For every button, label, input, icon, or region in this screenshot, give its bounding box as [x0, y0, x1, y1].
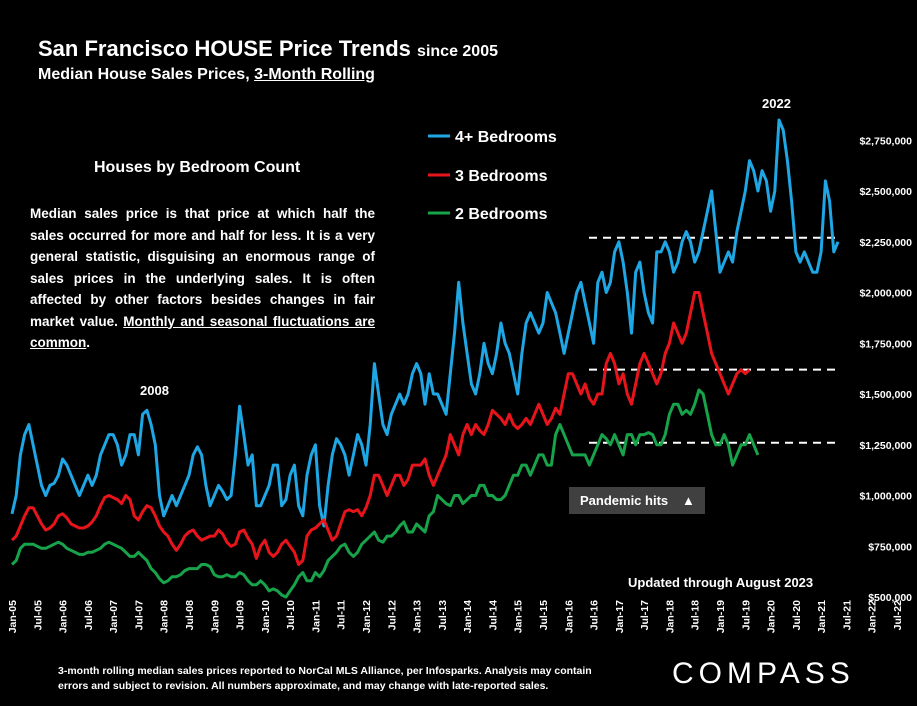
y-tick-label: $750,000 [868, 541, 912, 553]
x-tick-label: Jul-05 [32, 600, 44, 631]
x-tick-label: Jan-19 [715, 600, 727, 633]
subtitle-prefix: Median House Sales Prices, [38, 66, 255, 83]
x-tick-label: Jul-08 [184, 600, 196, 631]
legend: 4+ Bedrooms 3 Bedrooms 2 Bedrooms [428, 129, 557, 223]
x-tick-label: Jan-15 [513, 600, 525, 633]
x-tick-label: Jan-16 [563, 600, 575, 633]
x-tick-label: Jul-06 [83, 600, 95, 631]
y-axis: $500,000 $750,000 $1,000,000 $1,250,000 $1,5… [859, 135, 912, 604]
title-main: San Francisco HOUSE Price Trends [38, 36, 411, 61]
textbox-body-main: Median sales price is that price at whic… [30, 206, 375, 329]
y-tick-label: $1,500,000 [859, 389, 912, 401]
x-tick-label: Jul-22 [892, 600, 904, 631]
textbox-body: Median sales price is that price at whic… [30, 203, 375, 354]
x-tick-label: Jan-08 [159, 600, 171, 633]
y-tick-label: $2,250,000 [859, 237, 912, 249]
footer-line-2: errors and subject to revision. All numb… [58, 680, 549, 692]
footer-line-1: 3-month rolling median sales prices repo… [58, 665, 592, 677]
x-tick-label: Jul-14 [487, 600, 499, 631]
x-tick-label: Jul-17 [639, 600, 651, 631]
x-tick-label: Jan-07 [108, 600, 120, 633]
pandemic-box [569, 487, 705, 514]
textbox-heading: Houses by Bedroom Count [94, 159, 301, 176]
title-suffix: since 2005 [417, 43, 498, 60]
annotation-updated: Updated through August 2023 [628, 575, 813, 590]
textbox-body-underlined: Monthly and seasonal fluctuations are co… [30, 313, 375, 351]
textbox-body-end: . [86, 335, 91, 350]
x-tick-label: Jan-11 [310, 600, 322, 633]
y-tick-label: $500,000 [868, 592, 912, 604]
annotation-pandemic: Pandemic hits [580, 493, 668, 508]
subtitle-underlined: 3-Month Rolling [254, 66, 375, 83]
x-tick-label: Jul-15 [538, 600, 550, 631]
x-tick-label: Jul-09 [235, 600, 247, 631]
x-tick-label: Jan-18 [664, 600, 676, 633]
y-tick-label: $1,250,000 [859, 440, 912, 452]
x-tick-label: Jul-21 [841, 600, 853, 631]
y-tick-label: $1,000,000 [859, 491, 912, 503]
footer-note: 3-month rolling median sales prices repo… [58, 664, 592, 694]
x-tick-label: Jan-09 [209, 600, 221, 633]
x-tick-label: Jan-13 [412, 600, 424, 633]
x-tick-label: Jan-05 [7, 600, 19, 633]
x-tick-label: Jul-13 [437, 600, 449, 631]
series-lines [10, 118, 840, 599]
x-tick-label: Jul-12 [386, 600, 398, 631]
legend-label-2: 2 Bedrooms [455, 206, 548, 223]
x-tick-label: Jan-14 [462, 600, 474, 633]
y-tick-label: $1,750,000 [859, 338, 912, 350]
annotation-pandemic-arrow: ▲ [682, 493, 695, 508]
x-tick-label: Jul-20 [791, 600, 803, 631]
x-tick-label: Jan-17 [614, 600, 626, 633]
x-tick-label: Jul-07 [133, 600, 145, 631]
compass-logo: COMPASS [672, 657, 855, 690]
x-axis: Jan-05 Jul-05 Jan-06 Jul-06 Jan-07 Jul-07 Jan-… [7, 600, 904, 633]
y-tick-label: $2,500,000 [859, 186, 912, 198]
x-tick-label: Jul-18 [690, 600, 702, 631]
annotation-2022: 2022 [762, 96, 791, 111]
series-line-2-bedrooms [10, 388, 760, 599]
x-tick-label: Jul-19 [740, 600, 752, 631]
x-tick-label: Jul-11 [336, 600, 348, 630]
x-tick-label: Jan-22 [867, 600, 879, 633]
legend-label-4plus: 4+ Bedrooms [455, 129, 557, 146]
series-line-4-bedrooms [10, 118, 840, 528]
x-tick-label: Jul-10 [285, 600, 297, 631]
x-tick-label: Jan-20 [766, 600, 778, 633]
annotation-2008: 2008 [140, 383, 169, 398]
y-tick-label: $2,000,000 [859, 288, 912, 300]
series-line-3-bedrooms [10, 291, 751, 566]
x-tick-label: Jan-21 [816, 600, 828, 633]
y-tick-label: $2,750,000 [859, 135, 912, 147]
x-tick-label: Jan-12 [361, 600, 373, 633]
x-tick-label: Jan-06 [58, 600, 70, 633]
x-tick-label: Jan-10 [260, 600, 272, 633]
chart-subtitle: Median House Sales Prices, 3-Month Rolli… [38, 66, 375, 84]
legend-label-3: 3 Bedrooms [455, 168, 548, 185]
reference-lines [589, 236, 838, 444]
x-tick-label: Jul-16 [589, 600, 601, 631]
chart-title: San Francisco HOUSE Price Trends since 2… [38, 36, 498, 62]
